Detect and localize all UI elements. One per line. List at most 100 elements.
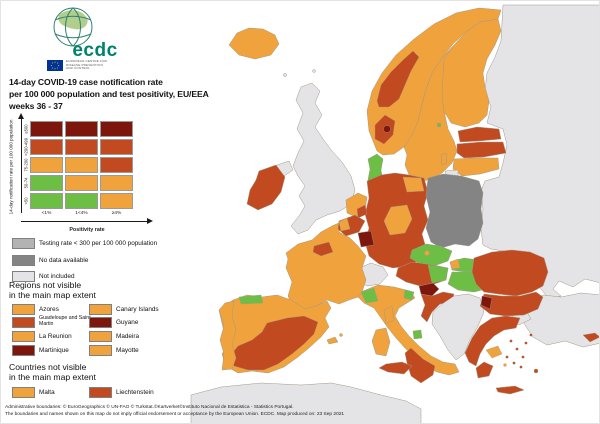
swatch-no-data-available — [12, 254, 35, 266]
aegean-islands-group — [503, 333, 539, 374]
matrix-row-label: <50 — [23, 197, 29, 205]
item-label: Guadeloupe and Saint Martin — [39, 315, 91, 327]
regions-section-title: Regions not visible in the main map exte… — [9, 280, 96, 300]
region-spain-south — [229, 315, 319, 371]
region-italy-south — [404, 347, 436, 384]
footer-line2: The boundaries and names shown on this m… — [5, 412, 345, 417]
matrix-row-label: ≥500 — [23, 124, 29, 134]
matrix-row-label: 75-200 — [23, 158, 29, 172]
region-gotland — [440, 152, 448, 166]
region-poland — [425, 173, 484, 249]
region-slovenia — [418, 282, 440, 297]
swatch-martinique — [12, 345, 35, 356]
region-cyprus — [582, 332, 599, 343]
matrix-col-label: <1% — [41, 211, 52, 216]
matrix-cell-r0c2 — [100, 121, 133, 137]
ecdc-logo: ecdc — [53, 7, 117, 60]
region-norway-trondelag — [376, 50, 420, 108]
item-label: No data available — [39, 256, 89, 264]
region-sicily — [378, 361, 413, 375]
item-label: Guyane — [116, 319, 139, 326]
region-bulgaria — [479, 291, 544, 317]
item-label: Madeira — [116, 333, 140, 340]
region-netherlands-south — [356, 204, 368, 219]
item-label: Malta — [39, 389, 55, 396]
matrix-cell-r4c0 — [30, 193, 63, 209]
region-estonia — [457, 126, 502, 143]
matrix-cell-r0c0 — [30, 121, 63, 137]
matrix-y-axis-label: 14-day notification rate per 100 000 pop… — [8, 119, 14, 215]
region-croatia — [420, 291, 455, 323]
matrix-col-label: 1<4% — [75, 211, 88, 216]
matrix-x-axis-label: Positivity rate — [69, 227, 105, 233]
swatch-guyane — [89, 317, 112, 328]
region-eastern-europe — [480, 4, 599, 300]
item-label: Azores — [39, 306, 59, 313]
item-label: Mayotte — [116, 347, 139, 354]
region-peloponnese — [475, 361, 494, 379]
region-norway-oslo — [383, 125, 391, 133]
region-luxembourg-area — [357, 230, 375, 248]
swatch-madeira — [89, 331, 112, 342]
europe-map — [190, 4, 599, 423]
matrix-cell-r3c1 — [65, 175, 98, 191]
matrix-row-label: 50-74 — [23, 177, 29, 189]
legend-matrix — [30, 121, 133, 209]
matrix-cell-r1c0 — [30, 139, 63, 155]
matrix-cell-r0c1 — [65, 121, 98, 137]
map-title-line1: 14-day COVID-19 case notification rate — [9, 77, 163, 87]
swatch-canary-islands — [89, 304, 112, 315]
region-prague — [424, 250, 430, 256]
item-label: Martinique — [39, 347, 69, 354]
region-slovakia-west — [449, 258, 461, 270]
matrix-row-label: >200-499 — [23, 138, 29, 156]
swatch-liechtenstein — [89, 387, 112, 398]
countries-section-title: Countries not visible in the main map ex… — [9, 362, 96, 382]
logo-subtext: EUROPEAN CENTRE FOR DISEASE PREVENTION A… — [66, 59, 107, 71]
matrix-cell-r4c1 — [65, 193, 98, 209]
region-italy-northwest — [360, 287, 379, 304]
matrix-cell-r2c2 — [100, 157, 133, 173]
swatch-guadeloupe-and-saint-martin — [12, 317, 35, 328]
region-austria-east — [427, 264, 449, 284]
matrix-cell-r2c0 — [30, 157, 63, 173]
region-balearics — [326, 336, 339, 345]
region-belgium-west — [338, 217, 351, 232]
item-label: Not included — [39, 273, 75, 280]
globe-landmass — [58, 10, 88, 30]
region-lithuania — [452, 157, 500, 177]
eu-flag-icon — [47, 60, 63, 71]
region-shetland — [312, 69, 316, 73]
matrix-cell-r4c2 — [100, 193, 133, 209]
item-label: Liechtenstein — [116, 389, 154, 396]
region-bulgaria-west — [480, 295, 493, 310]
region-attica — [485, 345, 503, 359]
matrix-cell-r1c1 — [65, 139, 98, 155]
matrix-col-label: ≥4% — [111, 211, 122, 216]
region-uk — [290, 82, 356, 235]
region-faroe — [283, 73, 287, 77]
item-label: Testing rate < 300 per 100 000 populatio… — [39, 240, 158, 247]
item-label: Canary Islands — [116, 306, 159, 313]
region-corsica — [383, 305, 395, 325]
swatch-mayotte — [89, 345, 112, 356]
region-spain-north — [238, 294, 264, 305]
region-italy-northeast — [403, 289, 415, 301]
region-balearics-minorca — [339, 333, 343, 337]
matrix-cell-r1c2 — [100, 139, 133, 155]
footer-line1: Administrative boundaries: © EuroGeograp… — [5, 405, 294, 410]
matrix-x-axis-arrow — [147, 218, 153, 224]
region-latvia — [456, 141, 507, 159]
swatch-la-reunion — [12, 331, 35, 342]
map-title-line2: per 100 000 population and test positivi… — [9, 89, 209, 99]
region-iceland — [228, 27, 280, 60]
region-france-north — [312, 241, 334, 257]
region-north-africa — [190, 382, 422, 423]
region-france — [285, 221, 367, 311]
swatch-azores — [12, 304, 35, 315]
region-romania — [471, 249, 549, 297]
ecdc-wordmark: ecdc — [72, 40, 117, 60]
globe-graticule — [54, 7, 92, 47]
region-aland — [436, 122, 442, 128]
swatch-not-included — [12, 271, 35, 282]
